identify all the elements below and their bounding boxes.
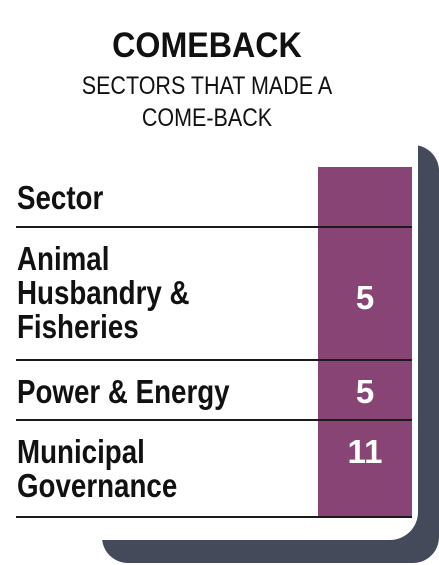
value-column-background [318,167,412,517]
row-label-municipal-governance: Municipal Governance [17,433,178,504]
row-value-animal-husbandry: 5 [355,279,375,316]
divider-header [16,226,412,228]
row-value-municipal-governance: 11 [347,433,383,470]
row-label-animal-husbandry: Animal Husbandry & Fisheries [17,240,190,345]
chart-subtitle: SECTORS THAT MADE A COME-BACK [81,72,333,132]
divider-bottom [16,516,412,518]
divider-row-1 [16,359,412,361]
header: COMEBACK SECTORS THAT MADE A COME-BACK [0,26,414,134]
row-value-power-energy: 5 [355,373,375,410]
header-sector-label: Sector [17,179,104,216]
chart-title: COMEBACK [112,26,302,65]
divider-row-2 [16,419,412,421]
row-label-power-energy: Power & Energy [17,373,230,410]
